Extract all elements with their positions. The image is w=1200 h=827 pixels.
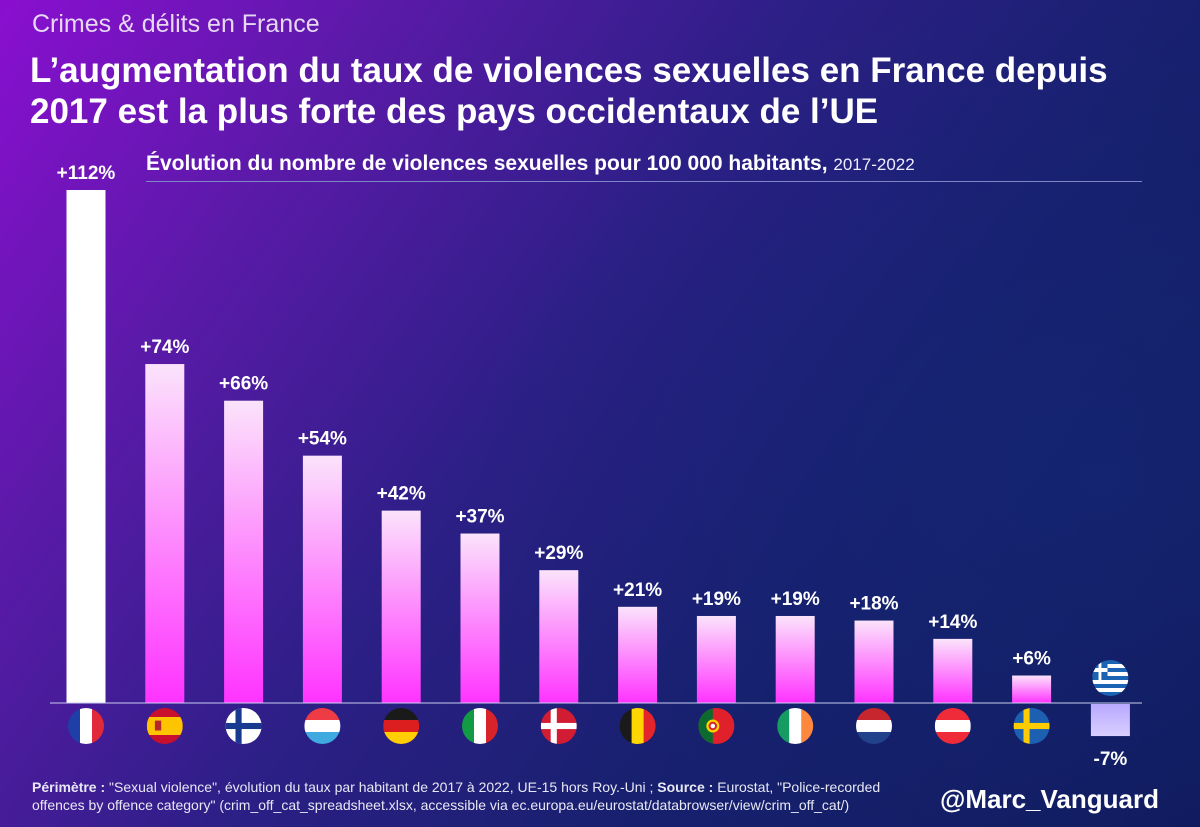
flag-belgium-icon	[619, 708, 656, 744]
flag-ireland-icon	[777, 708, 814, 744]
value-label-finlande: +66%	[219, 374, 268, 395]
flag-denmark-icon	[540, 708, 577, 744]
flag-netherlands-icon	[856, 708, 892, 744]
bar-pays-bas	[854, 620, 894, 703]
chart-title: L’augmentation du taux de violences sexu…	[30, 51, 1108, 131]
bar-suede	[1012, 675, 1052, 703]
value-label-italie: +37%	[455, 507, 504, 528]
value-label-luxembourg: +54%	[298, 429, 347, 450]
flag-sweden-icon	[1013, 708, 1050, 744]
subtitle-main: Évolution du nombre de violences sexuell…	[146, 152, 828, 175]
bar-belgique	[618, 606, 658, 703]
flag-italy-icon	[462, 708, 498, 744]
flag-greece-icon	[1092, 660, 1129, 696]
subtitle-years: 2017-2022	[833, 155, 915, 174]
flag-luxembourg-icon	[304, 708, 341, 744]
value-label-pays-bas: +18%	[849, 594, 898, 615]
bar-france	[66, 190, 106, 703]
perimetre-text: "Sexual violence", évolution du taux par…	[109, 779, 654, 795]
value-label-grece: -7%	[1094, 749, 1128, 770]
bar-luxembourg	[302, 455, 342, 703]
perimetre-label: Périmètre :	[32, 779, 106, 795]
kicker: Crimes & délits en France	[32, 10, 320, 38]
source-label: Source :	[657, 779, 714, 795]
source-text: Eurostat, "Police-recorded offences by o…	[32, 779, 881, 813]
bar-finlande	[224, 400, 264, 703]
value-label-autriche: +14%	[928, 612, 977, 633]
bar-espagne	[145, 364, 185, 703]
bar-irlande	[775, 615, 815, 703]
value-label-portugal: +19%	[692, 589, 741, 610]
flag-germany-icon	[383, 708, 420, 744]
value-label-irlande: +19%	[771, 589, 820, 610]
flag-portugal-icon	[698, 708, 735, 744]
value-label-france: +112%	[57, 163, 116, 184]
bar-autriche	[933, 638, 973, 703]
flag-france-icon	[68, 708, 104, 744]
value-label-espagne: +74%	[140, 337, 189, 358]
subtitle-rule	[146, 181, 1142, 182]
footnote: Périmètre : "Sexual violence", évolution…	[32, 778, 922, 814]
flag-finland-icon	[225, 708, 262, 744]
flag-austria-icon	[934, 708, 971, 744]
value-label-allemagne: +42%	[377, 484, 426, 505]
value-label-belgique: +21%	[613, 580, 662, 601]
bar-grece	[1090, 704, 1130, 737]
value-label-danemark: +29%	[534, 543, 583, 564]
flag-spain-icon	[146, 708, 183, 744]
bar-italie	[460, 533, 500, 703]
bar-allemagne	[381, 510, 421, 703]
author-handle: @Marc_Vanguard	[940, 784, 1159, 814]
bar-portugal	[696, 615, 736, 703]
bar-danemark	[539, 570, 579, 703]
value-label-suede: +6%	[1012, 649, 1051, 670]
chart-subtitle: Évolution du nombre de violences sexuell…	[146, 152, 915, 176]
